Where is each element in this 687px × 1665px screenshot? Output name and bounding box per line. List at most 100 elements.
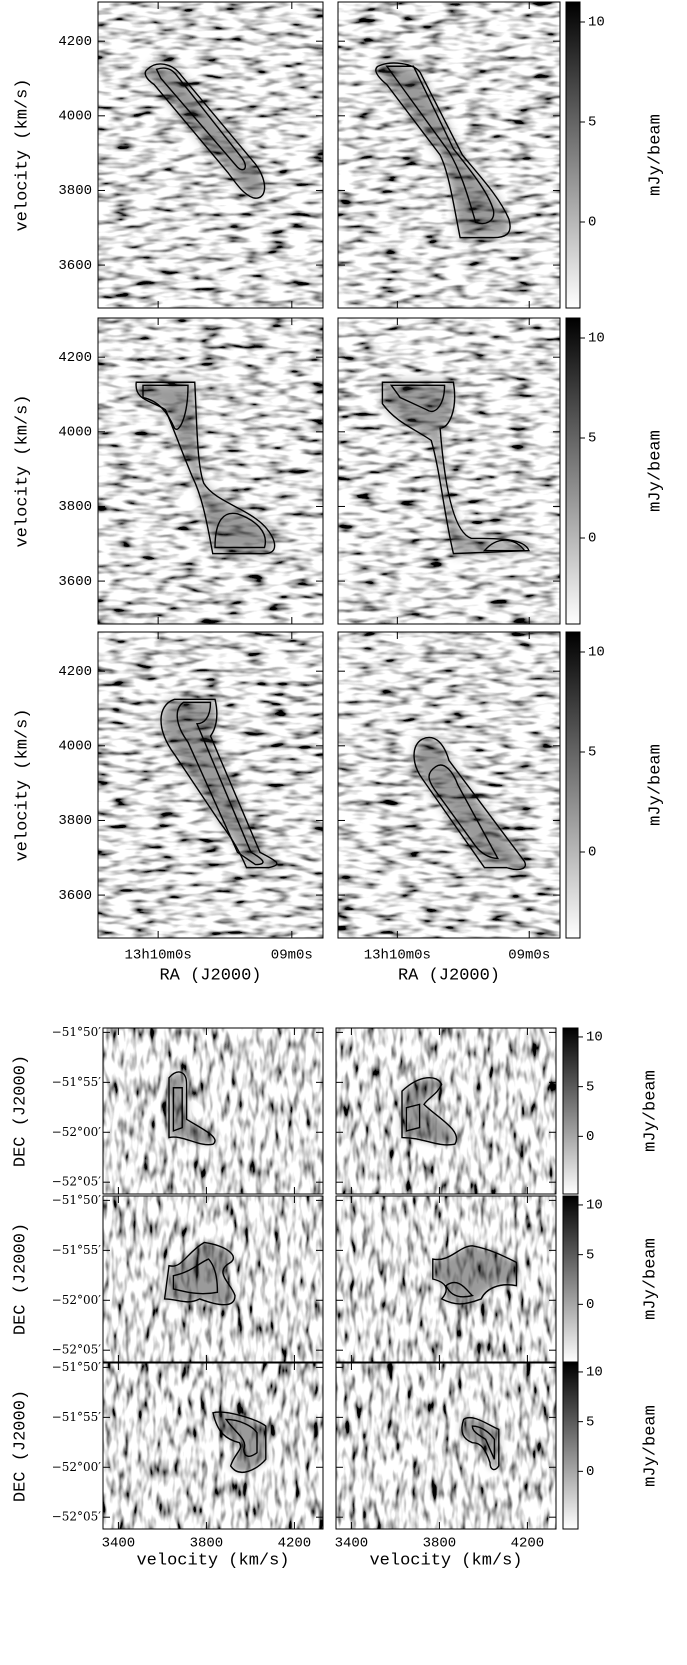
- y-tick-label: −51°55′: [52, 1243, 102, 1257]
- colorbar-title: mJy/beam: [646, 430, 665, 512]
- y-axis-title: velocity (km/s): [13, 78, 32, 231]
- panel-frame: [337, 631, 561, 939]
- image-panel: [213, 1412, 266, 1472]
- contour: [391, 385, 444, 411]
- colorbar-tick-label: 0: [586, 1297, 594, 1313]
- image-noise: [98, 2, 323, 308]
- contour: [485, 540, 525, 550]
- y-tick-label: −51°55′: [52, 1075, 102, 1089]
- image-panel: [376, 63, 510, 238]
- colorbar-title: mJy/beam: [641, 1070, 660, 1152]
- contour: [472, 1426, 494, 1459]
- panel-frame: [97, 317, 324, 625]
- x-tick-label: 09m0s: [271, 948, 313, 964]
- y-tick-label: 3600: [58, 574, 92, 590]
- colorbar-title: mJy/beam: [641, 1405, 660, 1487]
- colorbar-tick-label: 10: [586, 1365, 603, 1381]
- colorbar-tick-label: 0: [586, 1129, 594, 1145]
- emission: [136, 382, 275, 554]
- y-tick-label: 4000: [58, 425, 92, 441]
- panel-frame: [102, 1195, 324, 1363]
- colorbar: [562, 1195, 579, 1363]
- colorbar-tick-label: 0: [588, 215, 596, 231]
- x-tick-label: 09m0s: [508, 948, 550, 964]
- x-tick-label: 3800: [190, 1536, 224, 1552]
- y-tick-label: 3600: [58, 888, 92, 904]
- x-axis-title: RA (J2000): [398, 966, 500, 985]
- image-panel: [414, 737, 525, 869]
- y-tick-label: 3600: [58, 258, 92, 274]
- x-tick-label: 3400: [102, 1536, 136, 1552]
- emission: [432, 1245, 517, 1304]
- y-axis-title: DEC (J2000): [11, 1390, 30, 1502]
- colorbar-tick-label: 10: [588, 15, 605, 31]
- x-axis-title: velocity (km/s): [136, 1551, 289, 1570]
- contour: [226, 1419, 257, 1456]
- image-panel: [161, 699, 277, 867]
- panel-frame: [337, 317, 561, 625]
- y-axis-title: velocity (km/s): [13, 708, 32, 861]
- x-tick-label: 3400: [335, 1536, 369, 1552]
- y-tick-label: −52°00′: [52, 1125, 102, 1139]
- panel-frame: [97, 631, 324, 939]
- x-tick-label: 4200: [278, 1536, 312, 1552]
- emission: [382, 382, 529, 554]
- colorbar-tick-label: 5: [588, 745, 596, 761]
- x-tick-label: 13h10m0s: [364, 948, 431, 964]
- x-axis-title: velocity (km/s): [369, 1551, 522, 1570]
- colorbar: [565, 1, 581, 309]
- contour: [376, 63, 510, 238]
- colorbar-tick-label: 5: [586, 1414, 594, 1430]
- contour: [387, 66, 494, 223]
- contour: [414, 737, 525, 869]
- image-panel: [402, 1078, 457, 1145]
- panel-frame: [97, 1, 324, 309]
- colorbar-tick-label: 0: [588, 845, 596, 861]
- colorbar-tick-label: 0: [586, 1464, 594, 1480]
- x-tick-label: 3800: [423, 1536, 457, 1552]
- y-tick-label: −52°05′: [52, 1175, 102, 1189]
- y-axis-title: DEC (J2000): [11, 1223, 30, 1335]
- colorbar-tick-label: 10: [586, 1030, 603, 1046]
- image-noise: [336, 1028, 556, 1194]
- colorbar-tick-label: 5: [588, 115, 596, 131]
- image-panel: [145, 64, 264, 198]
- emission: [461, 1417, 499, 1470]
- x-tick-label: 13h10m0s: [125, 948, 192, 964]
- image-noise: [98, 318, 323, 624]
- colorbar-tick-label: 10: [588, 645, 605, 661]
- colorbar-title: mJy/beam: [646, 744, 665, 826]
- contour: [165, 1242, 235, 1304]
- y-tick-label: −51°50′: [52, 1025, 102, 1039]
- colorbar-tick-label: 5: [586, 1247, 594, 1263]
- contour: [429, 765, 498, 858]
- panel-frame: [335, 1195, 557, 1363]
- y-tick-label: −52°00′: [52, 1293, 102, 1307]
- colorbar-tick-label: 0: [588, 531, 596, 547]
- contour: [446, 1282, 472, 1296]
- panel-frame: [337, 1, 561, 309]
- image-noise: [336, 1363, 556, 1529]
- contour: [177, 702, 263, 864]
- contour: [145, 64, 264, 198]
- image-panel: [433, 1246, 517, 1304]
- image-panel: [165, 1242, 235, 1304]
- y-tick-label: 4000: [58, 109, 92, 125]
- y-tick-label: −52°00′: [52, 1460, 102, 1474]
- contour: [382, 382, 529, 553]
- contour: [215, 513, 265, 547]
- image-panel: [462, 1418, 499, 1470]
- image-panel: [382, 382, 529, 553]
- contour: [161, 699, 277, 867]
- y-tick-label: −51°50′: [52, 1193, 102, 1207]
- y-tick-label: −52°05′: [52, 1343, 102, 1357]
- contour: [213, 1412, 266, 1472]
- colorbar-tick-label: 10: [588, 331, 605, 347]
- contour: [136, 382, 275, 553]
- image-noise: [103, 1363, 323, 1529]
- colorbar: [562, 1027, 579, 1195]
- x-tick-label: 4200: [511, 1536, 545, 1552]
- contour: [169, 1072, 215, 1145]
- y-tick-label: 4000: [58, 739, 92, 755]
